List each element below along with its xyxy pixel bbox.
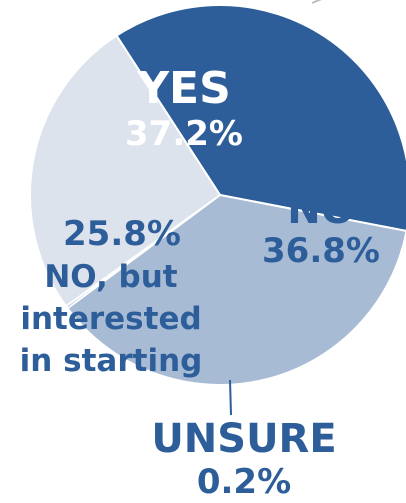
yes-value-label: 37.2% [125,114,243,154]
pie-slices [29,4,406,386]
no-label: NO [287,187,354,233]
unsure-label: UNSURE [151,416,336,462]
no-interested-label-line-3: in starting [20,343,203,379]
pie-slice-no [66,193,406,386]
yes-label: YES [136,63,231,114]
no-interested-label-line-2: interested [20,301,201,337]
unsure-value-label: 0.2% [197,462,291,502]
pie-slice-yes [115,4,406,232]
unsure-leader-line [229,379,232,416]
no-interested-label-line-1: NO, but [44,259,177,295]
no-interested-value-label: 25.8% [63,214,181,254]
slice-labels: YES 37.2% NO 36.8% 25.8% NO, but interes… [20,63,380,502]
top-leader-line [311,0,322,4]
pie-slice-no-interested [29,34,222,308]
no-value-label: 36.8% [262,231,380,271]
